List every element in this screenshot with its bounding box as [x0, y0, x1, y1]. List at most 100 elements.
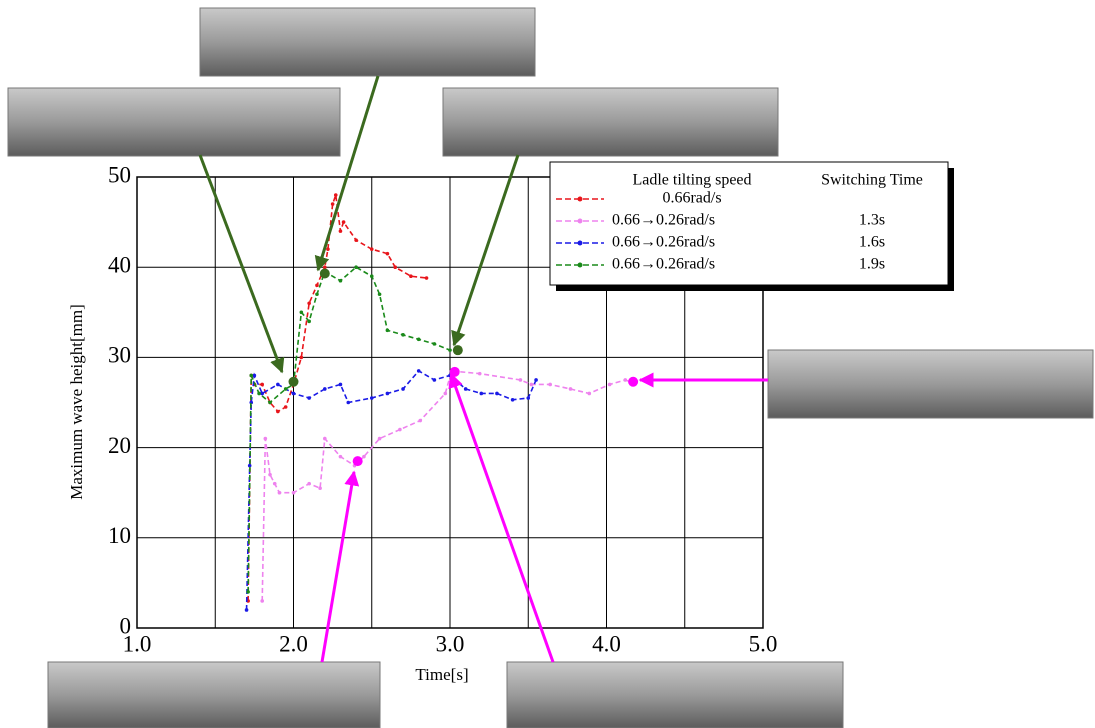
- data-point: [252, 373, 257, 378]
- data-point: [534, 378, 538, 382]
- data-point: [260, 382, 265, 387]
- y-tick-label: 40: [108, 252, 131, 277]
- data-point: [299, 310, 304, 315]
- data-point: [272, 481, 277, 486]
- data-point: [291, 490, 296, 495]
- highlight-point: [452, 345, 463, 356]
- legend: Ladle tilting speed Switching Time 0.66r…: [549, 161, 954, 291]
- data-point: [587, 391, 592, 396]
- data-point: [323, 265, 327, 270]
- photos: [7, 7, 1094, 728]
- photo: [7, 87, 341, 157]
- data-point: [247, 463, 252, 468]
- data-point: [257, 391, 261, 396]
- data-point: [418, 418, 423, 423]
- data-point: [463, 387, 468, 391]
- legend-label: 0.66→0.26rad/s: [612, 234, 715, 251]
- data-point: [299, 355, 304, 360]
- data-point: [260, 391, 265, 396]
- data-point: [401, 333, 405, 337]
- data-point: [315, 283, 319, 288]
- data-point: [477, 371, 482, 376]
- series-line: [247, 194, 427, 601]
- data-point: [432, 378, 437, 382]
- legend-marker: [577, 240, 583, 246]
- data-point: [354, 238, 358, 242]
- y-tick-label: 20: [108, 433, 131, 458]
- highlight-point: [352, 456, 363, 467]
- data-point: [263, 436, 268, 441]
- highlight-point: [449, 366, 460, 377]
- legend-title: Ladle tilting speed: [632, 172, 751, 189]
- data-point: [268, 472, 272, 477]
- data-point: [338, 229, 343, 233]
- data-point: [479, 391, 484, 396]
- data-point: [393, 265, 398, 270]
- data-point: [244, 608, 249, 612]
- legend-marker: [577, 196, 583, 202]
- data-point: [369, 247, 374, 251]
- x-tick-label: 2.0: [279, 631, 308, 656]
- y-tick-label: 30: [108, 343, 131, 368]
- y-axis-title: Maximum wave height[mm]: [67, 304, 86, 499]
- data-point: [362, 454, 366, 459]
- data-point: [432, 342, 437, 346]
- data-point: [529, 382, 534, 387]
- arrows: [198, 75, 768, 663]
- plot-frame: [136, 176, 764, 629]
- data-point: [346, 400, 351, 405]
- y-tick-label: 50: [108, 162, 131, 187]
- photo: [47, 661, 381, 728]
- arrow: [451, 154, 520, 347]
- data-point: [249, 373, 254, 378]
- photo: [767, 349, 1094, 419]
- highlight-point: [288, 376, 299, 387]
- data-point: [326, 247, 330, 251]
- data-point: [424, 276, 429, 280]
- legend-marker: [577, 262, 583, 268]
- data-point: [338, 454, 343, 459]
- legend-box: [549, 161, 949, 286]
- data-point: [448, 348, 452, 352]
- data-point: [315, 292, 319, 297]
- arrow: [320, 470, 360, 663]
- data-point: [416, 369, 421, 373]
- data-point: [518, 378, 523, 382]
- legend-switching-time: 1.3s: [859, 212, 885, 229]
- data-point: [307, 301, 311, 306]
- data-point: [291, 391, 296, 396]
- data-point: [333, 193, 338, 197]
- data-point: [398, 427, 402, 432]
- legend-switching-time: 1.6s: [859, 234, 885, 251]
- arrow: [314, 75, 380, 272]
- data-point: [385, 328, 390, 333]
- legend-label: 0.66→0.26rad/s: [612, 212, 715, 229]
- data-point: [377, 436, 382, 441]
- data-point: [307, 481, 311, 486]
- series-line: [261, 370, 631, 601]
- data-point: [623, 378, 628, 382]
- data-point: [323, 436, 327, 441]
- x-axis-title: Time[s]: [415, 665, 468, 684]
- data-point: [338, 278, 343, 283]
- legend-title: Switching Time: [821, 172, 923, 189]
- data-point: [246, 590, 250, 594]
- data-point: [260, 599, 265, 603]
- photo: [199, 7, 536, 77]
- data-point: [510, 397, 515, 402]
- data-point: [385, 391, 390, 396]
- legend-switching-time: 1.9s: [859, 256, 885, 273]
- data-point: [354, 265, 358, 270]
- legend-marker: [577, 218, 583, 224]
- data-point: [276, 382, 280, 387]
- data-point: [526, 396, 531, 400]
- data-point: [307, 319, 311, 324]
- arrow: [198, 154, 285, 374]
- photo: [506, 661, 844, 728]
- data-point: [385, 251, 390, 256]
- x-tick-label: 4.0: [592, 631, 621, 656]
- legend-label: 0.66→0.26rad/s: [612, 256, 715, 273]
- data-point: [283, 405, 288, 409]
- highlight-point: [628, 376, 639, 387]
